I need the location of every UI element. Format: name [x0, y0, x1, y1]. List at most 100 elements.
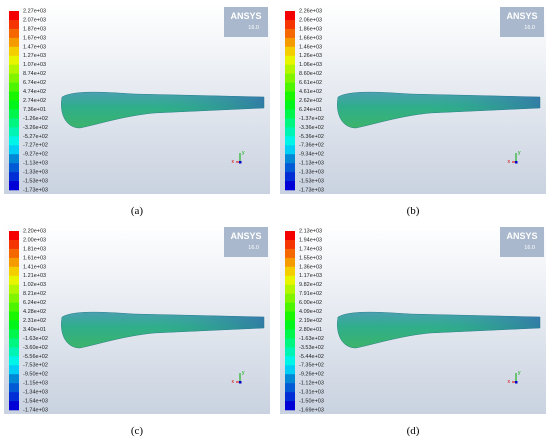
legend-label: -3.36e+02 — [299, 125, 324, 131]
legend-label: 2.13e+03 — [299, 228, 322, 234]
legend-label: 8.74e+02 — [23, 71, 46, 77]
colorbar-swatch — [9, 64, 19, 74]
colorbar-swatch — [285, 338, 295, 348]
legend-label: -1.26e+02 — [23, 116, 48, 122]
legend-label: -9.34e+02 — [299, 152, 324, 158]
caption: (a) — [131, 205, 144, 217]
legend-label: 4.74e+02 — [23, 89, 46, 95]
colorbar-swatch — [285, 73, 295, 83]
legend-label: -1.12e+03 — [299, 381, 324, 387]
colorbar-swatch — [9, 154, 19, 164]
legend-label: 1.07e+03 — [23, 62, 46, 68]
colorbar-swatch — [285, 28, 295, 39]
colorbar-swatch — [9, 383, 19, 393]
colorbar-swatch — [9, 82, 19, 92]
legend-label: 1.61e+03 — [23, 255, 46, 261]
colorbar-swatch — [285, 311, 295, 321]
legend-label: 1.87e+03 — [23, 26, 46, 32]
panel: 2.27e+03 2.07e+03 1.87e+03 1.67e+03 1.47e+03… — [4, 4, 270, 217]
legend-label: 2.74e+02 — [23, 98, 46, 104]
legend-label: 2.80e+01 — [299, 327, 322, 333]
colorbar-swatch — [9, 127, 19, 137]
colorbar-swatch — [285, 374, 295, 384]
legend-label: -1.73e+03 — [23, 187, 48, 193]
legend-label: -1.53e+03 — [299, 179, 324, 185]
legend-label: 2.00e+03 — [23, 237, 46, 243]
version: 16.0 — [524, 25, 535, 31]
legend-label: 1.55e+03 — [299, 255, 322, 261]
legend-label: -9.50e+02 — [23, 372, 48, 378]
legend-label: -7.36e+02 — [299, 143, 324, 149]
colorbar-swatch — [9, 181, 19, 191]
colorbar-swatch — [285, 91, 295, 101]
colorbar-swatch — [285, 118, 295, 128]
legend-label: 1.74e+03 — [299, 246, 322, 252]
colorbar-swatch — [9, 257, 19, 268]
colorbar-swatch — [9, 239, 19, 250]
colorbar-swatch — [285, 401, 295, 411]
blade-tip — [430, 94, 540, 113]
legend-label: 1.21e+03 — [23, 273, 46, 279]
colorbar-swatch — [285, 163, 295, 173]
legend-label: 1.86e+03 — [299, 26, 322, 32]
colorbar-swatch — [285, 100, 295, 110]
colorbar-swatch — [285, 11, 295, 21]
legend-label: -7.27e+02 — [23, 143, 48, 149]
legend-label: 2.19e+02 — [299, 318, 322, 324]
triad-z — [239, 381, 242, 384]
legend-label: 6.24e+01 — [299, 107, 322, 113]
triad-label-y: y — [242, 150, 245, 156]
legend-label: 6.61e+02 — [299, 80, 322, 86]
colorbar-swatch — [285, 257, 295, 268]
legend-label: 1.17e+03 — [299, 273, 322, 279]
colorbar-swatch — [285, 109, 295, 119]
colorbar-swatch — [285, 284, 295, 294]
colorbar-swatch — [9, 28, 19, 39]
legend-label: 7.91e+02 — [299, 291, 322, 297]
caption: (c) — [131, 425, 144, 437]
colorbar-swatch — [285, 19, 295, 30]
legend-label: -3.26e+02 — [23, 125, 48, 131]
version: 16.0 — [248, 245, 259, 251]
legend-label: -1.74e+03 — [23, 407, 48, 413]
colorbar-swatch — [9, 19, 19, 30]
legend-label: -1.69e+03 — [299, 407, 324, 413]
colorbar-swatch — [285, 172, 295, 182]
colorbar-swatch — [285, 392, 295, 402]
colorbar-swatch — [9, 73, 19, 83]
legend-label: -3.53e+02 — [299, 345, 324, 351]
legend-label: 1.94e+03 — [299, 237, 322, 243]
colorbar-swatch — [9, 136, 19, 146]
colorbar-swatch — [285, 365, 295, 375]
legend-label: -1.53e+03 — [23, 179, 48, 185]
legend-label: 2.07e+03 — [23, 17, 46, 23]
colorbar-swatch — [9, 231, 19, 241]
logo: ANSYS — [506, 231, 537, 241]
legend-label: -9.27e+02 — [23, 152, 48, 158]
colorbar-swatch — [285, 82, 295, 92]
colorbar-swatch — [285, 302, 295, 312]
legend-label: -1.34e+03 — [23, 390, 48, 396]
legend-label: 1.66e+03 — [299, 35, 322, 41]
legend-label: 1.81e+03 — [23, 246, 46, 252]
version: 16.0 — [524, 245, 535, 251]
legend-label: -1.63e+02 — [23, 336, 48, 342]
colorbar-swatch — [285, 46, 295, 57]
colorbar-swatch — [9, 329, 19, 339]
triad-label-x: x — [232, 159, 235, 165]
colorbar-swatch — [285, 356, 295, 366]
legend-label: 4.28e+02 — [23, 309, 46, 315]
legend-label: 7.36e+01 — [23, 107, 46, 113]
legend-label: -1.31e+03 — [299, 390, 324, 396]
legend-label: -9.26e+02 — [299, 372, 324, 378]
colorbar-swatch — [9, 266, 19, 277]
legend-label: -7.35e+02 — [299, 363, 324, 369]
legend-label: 2.62e+02 — [299, 98, 322, 104]
triad-label-x: x — [508, 379, 511, 385]
caption: (b) — [407, 205, 420, 217]
legend-label: -1.13e+03 — [23, 161, 48, 167]
colorbar-swatch — [9, 172, 19, 182]
legend-label: 8.60e+02 — [299, 71, 322, 77]
colorbar-swatch — [9, 293, 19, 303]
